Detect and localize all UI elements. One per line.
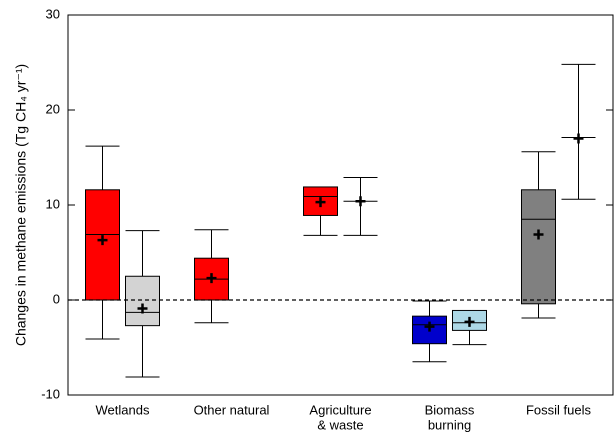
box bbox=[521, 189, 556, 305]
mean-marker bbox=[137, 303, 148, 314]
mean-marker bbox=[424, 321, 435, 332]
mean-marker bbox=[573, 133, 584, 144]
y-axis-label: Changes in methane emissions (Tg CH₄ yr⁻… bbox=[13, 64, 29, 346]
x-tick-label: Biomass bbox=[425, 402, 475, 417]
x-tick-label: Agriculture bbox=[309, 402, 371, 417]
x-tick-label: Other natural bbox=[194, 402, 270, 417]
y-tick-label: 0 bbox=[53, 291, 60, 306]
x-tick-label: burning bbox=[428, 417, 471, 432]
y-tick-label: -10 bbox=[41, 386, 60, 401]
x-tick-label: Fossil fuels bbox=[526, 402, 592, 417]
y-tick-label: 20 bbox=[46, 101, 60, 116]
x-tick-label: & waste bbox=[317, 417, 363, 432]
mean-marker bbox=[315, 197, 326, 208]
mean-marker bbox=[533, 229, 544, 240]
y-tick-label: 10 bbox=[46, 196, 60, 211]
mean-marker bbox=[355, 196, 366, 207]
box bbox=[125, 275, 160, 327]
mean-marker bbox=[97, 235, 108, 246]
x-tick-label: Wetlands bbox=[96, 402, 150, 417]
mean-marker bbox=[464, 316, 475, 327]
mean-marker bbox=[206, 273, 217, 284]
y-tick-label: 30 bbox=[46, 6, 60, 21]
